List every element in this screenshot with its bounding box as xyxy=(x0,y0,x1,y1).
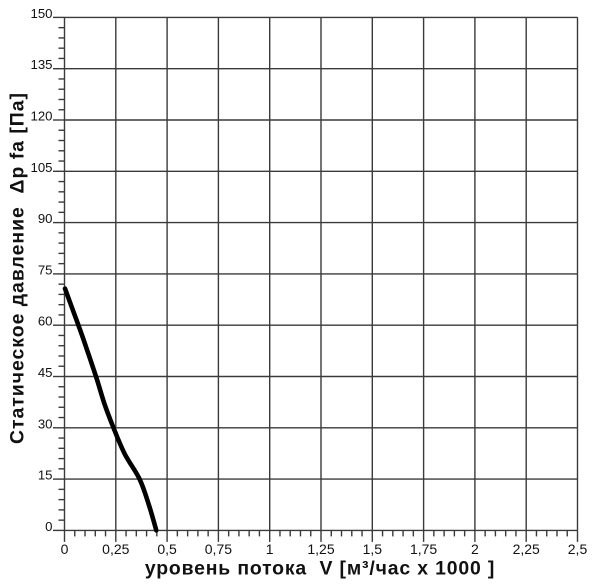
svg-text:2,5: 2,5 xyxy=(568,541,588,557)
svg-text:0,5: 0,5 xyxy=(157,541,177,557)
svg-text:15: 15 xyxy=(38,468,53,483)
svg-text:0,75: 0,75 xyxy=(205,541,232,557)
svg-text:0: 0 xyxy=(61,541,69,557)
svg-text:120: 120 xyxy=(30,109,52,124)
svg-text:1,5: 1,5 xyxy=(363,541,383,557)
svg-text:105: 105 xyxy=(30,160,52,175)
svg-text:уровень потока V [м³/час x 10: уровень потока V [м³/час x 1000 ] xyxy=(145,558,495,580)
svg-text:30: 30 xyxy=(38,416,53,431)
svg-text:135: 135 xyxy=(30,57,52,72)
svg-text:2: 2 xyxy=(471,541,479,557)
svg-text:0,25: 0,25 xyxy=(102,541,129,557)
svg-text:2,25: 2,25 xyxy=(513,541,540,557)
svg-text:1,75: 1,75 xyxy=(410,541,437,557)
svg-text:1,25: 1,25 xyxy=(307,541,334,557)
svg-text:45: 45 xyxy=(38,365,53,380)
svg-text:90: 90 xyxy=(38,211,53,226)
svg-text:0: 0 xyxy=(45,519,52,534)
svg-text:150: 150 xyxy=(30,6,52,21)
svg-text:75: 75 xyxy=(38,262,53,277)
svg-text:1: 1 xyxy=(266,541,274,557)
svg-text:60: 60 xyxy=(38,314,53,329)
svg-text:Статическое давление Δp fa [П: Статическое давление Δp fa [Па] xyxy=(7,92,29,444)
